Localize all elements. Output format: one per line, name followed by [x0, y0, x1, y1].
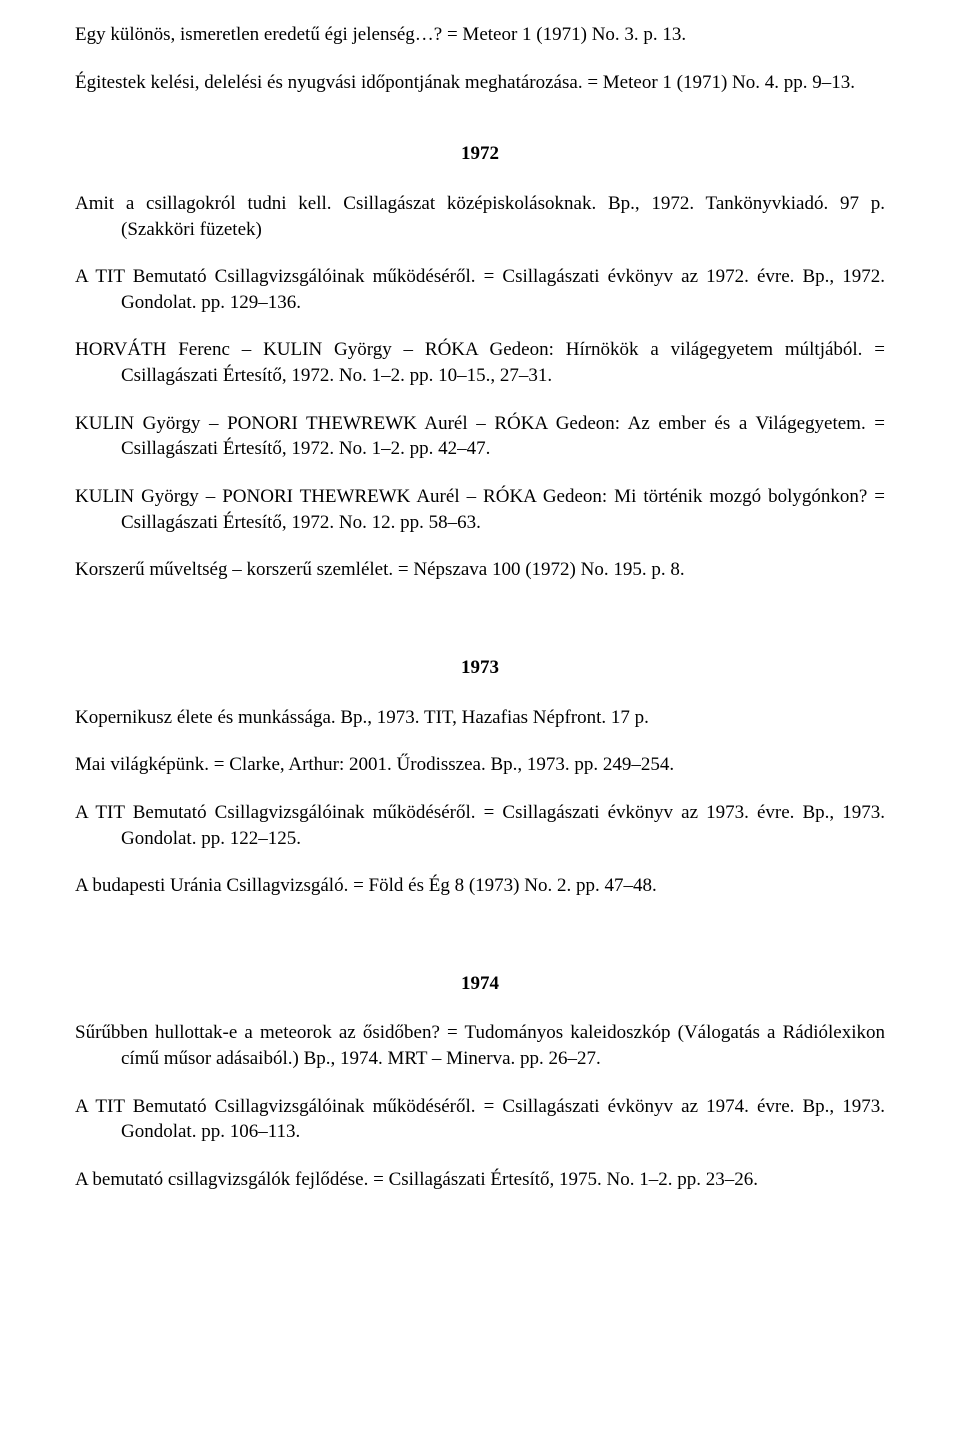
bibliography-entry: Korszerű műveltség – korszerű szemlélet.…: [75, 557, 885, 583]
bibliography-entry: A TIT Bemutató Csillagvizsgálóinak működ…: [75, 264, 885, 315]
bibliography-entry: Mai világképünk. = Clarke, Arthur: 2001.…: [75, 752, 885, 778]
bibliography-entry: KULIN György – PONORI THEWREWK Aurél – R…: [75, 484, 885, 535]
bibliography-entry: A TIT Bemutató Csillagvizsgálóinak működ…: [75, 800, 885, 851]
bibliography-entry: A TIT Bemutató Csillagvizsgálóinak működ…: [75, 1094, 885, 1145]
bibliography-entry: A budapesti Uránia Csillagvizsgáló. = Fö…: [75, 873, 885, 899]
year-heading: 1972: [75, 141, 885, 167]
year-heading: 1974: [75, 971, 885, 997]
year-heading: 1973: [75, 655, 885, 681]
bibliography-entry: Amit a csillagokról tudni kell. Csillagá…: [75, 191, 885, 242]
bibliography-entry: A bemutató csillagvizsgálók fejlődése. =…: [75, 1167, 885, 1193]
bibliography-entry: KULIN György – PONORI THEWREWK Aurél – R…: [75, 411, 885, 462]
bibliography-entry: HORVÁTH Ferenc – KULIN György – RÓKA Ged…: [75, 337, 885, 388]
bibliography-entry: Kopernikusz élete és munkássága. Bp., 19…: [75, 705, 885, 731]
bibliography-entry: Égitestek kelési, delelési és nyugvási i…: [75, 70, 885, 96]
bibliography-entry: Sűrűbben hullottak-e a meteorok az ősidő…: [75, 1020, 885, 1071]
bibliography-entry: Egy különös, ismeretlen eredetű égi jele…: [75, 22, 885, 48]
